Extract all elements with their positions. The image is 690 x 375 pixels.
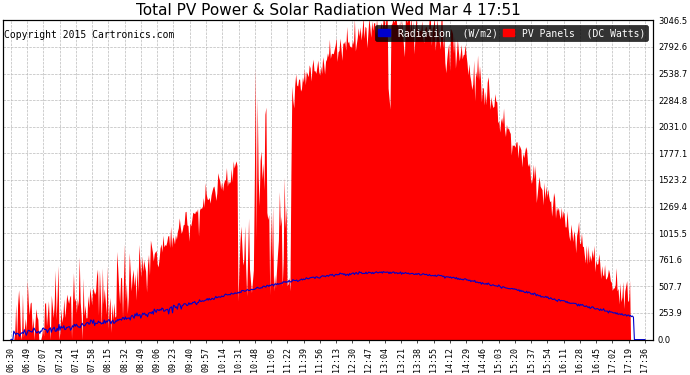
Title: Total PV Power & Solar Radiation Wed Mar 4 17:51: Total PV Power & Solar Radiation Wed Mar… <box>135 3 520 18</box>
Legend: Radiation  (W/m2), PV Panels  (DC Watts): Radiation (W/m2), PV Panels (DC Watts) <box>375 25 648 41</box>
Text: Copyright 2015 Cartronics.com: Copyright 2015 Cartronics.com <box>4 30 175 40</box>
